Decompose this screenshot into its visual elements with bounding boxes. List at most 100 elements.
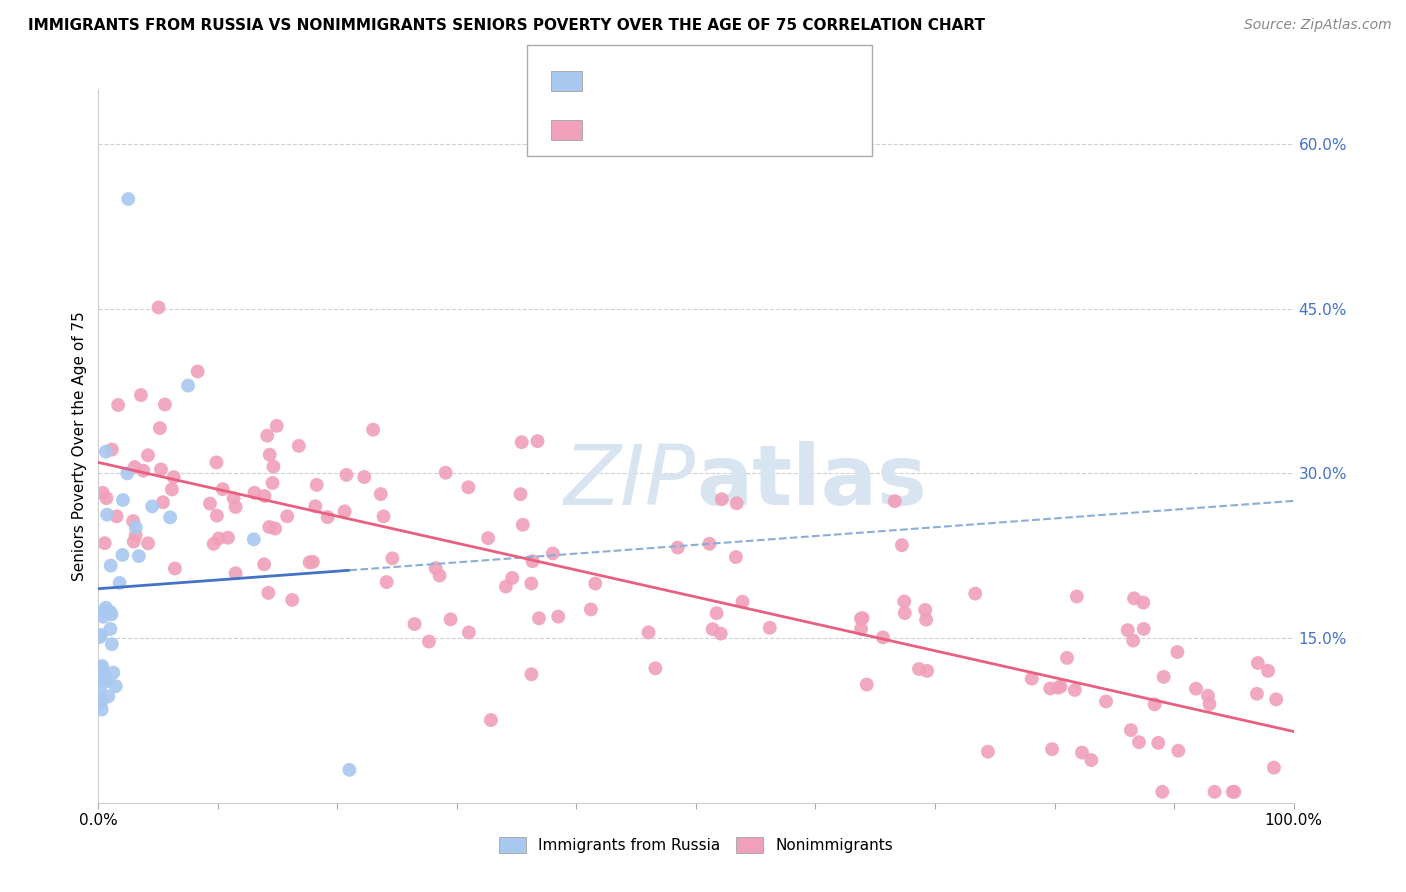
Point <box>1123 591 1146 606</box>
Point <box>908 662 931 676</box>
Point <box>153 398 176 412</box>
Point <box>136 448 159 462</box>
Point <box>262 459 284 474</box>
Point <box>259 520 281 534</box>
Point <box>94 444 117 458</box>
Point <box>94 600 117 615</box>
Text: 146: 146 <box>754 120 786 138</box>
Point <box>710 492 733 507</box>
Point <box>122 534 145 549</box>
Point <box>111 493 134 508</box>
Point <box>914 603 936 617</box>
Point <box>202 537 225 551</box>
Point <box>512 517 534 532</box>
Point <box>89 696 111 710</box>
Point <box>222 491 245 505</box>
Point <box>159 510 181 524</box>
Point <box>93 667 115 681</box>
Text: R =: R = <box>596 120 634 138</box>
Point <box>1185 681 1208 696</box>
Point <box>894 606 917 620</box>
Point <box>1246 687 1268 701</box>
Point <box>1166 645 1188 659</box>
Point <box>89 660 111 674</box>
Point <box>1223 785 1246 799</box>
Point <box>666 541 689 555</box>
Point <box>264 522 287 536</box>
Point <box>1198 697 1220 711</box>
Point <box>915 664 938 678</box>
Point <box>89 693 111 707</box>
Point <box>381 551 404 566</box>
Point <box>1167 744 1189 758</box>
Point <box>298 555 321 569</box>
Point <box>520 576 543 591</box>
Point <box>915 613 938 627</box>
Point <box>105 509 128 524</box>
Point <box>418 634 440 648</box>
Point <box>305 478 328 492</box>
Point <box>370 487 392 501</box>
Point <box>217 531 239 545</box>
Point <box>91 485 114 500</box>
Point <box>965 586 987 600</box>
Point <box>149 421 172 435</box>
Point <box>302 555 325 569</box>
Point <box>1039 681 1062 696</box>
Point <box>205 455 228 469</box>
Point <box>479 713 502 727</box>
Point <box>225 566 247 581</box>
Point <box>849 622 872 636</box>
Point <box>1040 742 1063 756</box>
Point <box>977 745 1000 759</box>
Point <box>177 378 200 392</box>
Point <box>1197 689 1219 703</box>
Point <box>1143 698 1166 712</box>
Point <box>253 558 276 572</box>
Point <box>100 558 122 573</box>
Point <box>108 576 131 591</box>
Point <box>706 606 728 620</box>
Point <box>872 630 894 644</box>
Point <box>117 192 139 206</box>
Point <box>1119 723 1142 738</box>
Point <box>100 607 122 622</box>
Point <box>547 609 569 624</box>
Point <box>425 561 447 575</box>
Point <box>128 549 150 563</box>
Point <box>361 423 384 437</box>
Point <box>1152 785 1174 799</box>
Point <box>90 628 112 642</box>
Point <box>148 301 170 315</box>
Point <box>152 495 174 509</box>
Text: R =: R = <box>596 70 634 89</box>
Point <box>890 538 912 552</box>
Point <box>429 568 451 582</box>
Point <box>89 680 111 694</box>
Point <box>160 483 183 497</box>
Point <box>522 554 544 568</box>
Point <box>124 460 146 475</box>
Point <box>198 497 221 511</box>
Text: IMMIGRANTS FROM RUSSIA VS NONIMMIGRANTS SENIORS POVERTY OVER THE AGE OF 75 CORRE: IMMIGRANTS FROM RUSSIA VS NONIMMIGRANTS … <box>28 18 986 33</box>
Point <box>1132 596 1154 610</box>
Point <box>125 528 148 542</box>
Point <box>1066 590 1088 604</box>
Point <box>1247 656 1270 670</box>
Point <box>731 595 754 609</box>
Point <box>98 605 121 619</box>
Point <box>129 388 152 402</box>
Point <box>477 531 499 545</box>
Point <box>883 494 905 508</box>
Point <box>104 679 127 693</box>
Point <box>1116 623 1139 637</box>
Point <box>893 594 915 608</box>
Point <box>1122 633 1144 648</box>
Point <box>93 536 115 550</box>
Point <box>1056 651 1078 665</box>
Point <box>96 673 118 688</box>
Point <box>1047 681 1070 695</box>
Point <box>266 418 288 433</box>
Point <box>205 508 228 523</box>
Point <box>253 489 276 503</box>
